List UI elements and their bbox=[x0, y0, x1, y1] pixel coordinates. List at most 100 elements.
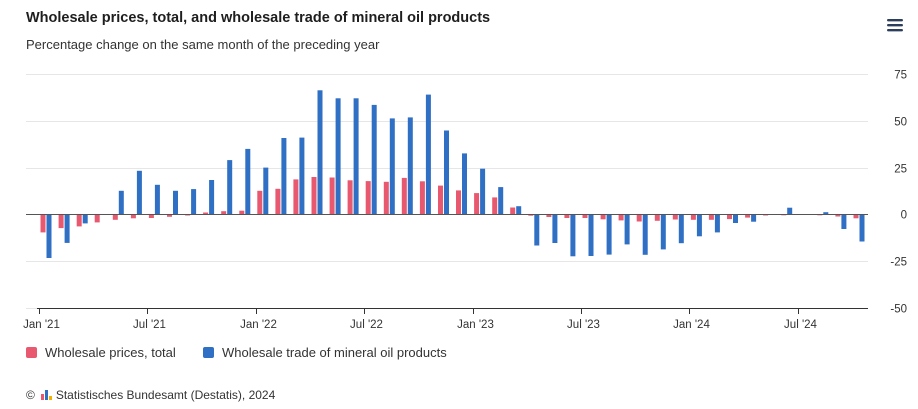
bar-wholesale-prices-total[interactable] bbox=[618, 214, 624, 221]
bar-mineral-oil-products[interactable] bbox=[751, 214, 757, 222]
bar-mineral-oil-products[interactable] bbox=[82, 214, 88, 224]
legend-swatch-oil bbox=[203, 347, 214, 358]
source-text: Statistisches Bundesamt (Destatis), 2024 bbox=[55, 388, 276, 402]
bar-wholesale-prices-total[interactable] bbox=[94, 214, 100, 223]
bar-mineral-oil-products[interactable] bbox=[444, 130, 449, 215]
bar-mineral-oil-products[interactable] bbox=[570, 214, 576, 257]
hamburger-menu-button[interactable] bbox=[884, 14, 906, 36]
bar-wholesale-prices-total[interactable] bbox=[40, 214, 46, 233]
bar-wholesale-prices-total[interactable] bbox=[564, 214, 570, 218]
bar-mineral-oil-products[interactable] bbox=[588, 214, 594, 256]
bar-wholesale-prices-total[interactable] bbox=[347, 180, 353, 215]
bar-wholesale-prices-total[interactable] bbox=[835, 214, 841, 217]
bar-wholesale-prices-total[interactable] bbox=[492, 197, 498, 215]
bar-mineral-oil-products[interactable] bbox=[136, 170, 142, 215]
bar-wholesale-prices-total[interactable] bbox=[203, 212, 209, 215]
bar-mineral-oil-products[interactable] bbox=[64, 214, 70, 243]
bar-mineral-oil-products[interactable] bbox=[371, 104, 377, 215]
bar-wholesale-prices-total[interactable] bbox=[582, 214, 588, 218]
bar-wholesale-prices-total[interactable] bbox=[76, 214, 82, 227]
bar-mineral-oil-products[interactable] bbox=[733, 214, 738, 223]
bar-wholesale-prices-total[interactable] bbox=[221, 211, 227, 215]
bar-mineral-oil-products[interactable] bbox=[534, 214, 540, 246]
bar-mineral-oil-products[interactable] bbox=[154, 184, 160, 215]
bar-wholesale-prices-total[interactable] bbox=[672, 214, 678, 220]
bar-mineral-oil-products[interactable] bbox=[46, 214, 52, 258]
x-tick-label: Jul '21 bbox=[133, 319, 166, 331]
bar-mineral-oil-products[interactable] bbox=[714, 214, 720, 233]
bar-wholesale-prices-total[interactable] bbox=[383, 181, 389, 215]
bar-wholesale-prices-total[interactable] bbox=[654, 214, 660, 221]
bar-mineral-oil-products[interactable] bbox=[227, 160, 233, 215]
bar-mineral-oil-products[interactable] bbox=[191, 189, 197, 215]
bar-mineral-oil-products[interactable] bbox=[552, 214, 558, 243]
bar-wholesale-prices-total[interactable] bbox=[745, 214, 751, 218]
bar-mineral-oil-products[interactable] bbox=[660, 214, 666, 250]
bar-wholesale-prices-total[interactable] bbox=[546, 214, 552, 217]
bar-wholesale-prices-total[interactable] bbox=[853, 214, 859, 219]
bar-mineral-oil-products[interactable] bbox=[462, 153, 467, 215]
bar-wholesale-prices-total[interactable] bbox=[528, 214, 534, 216]
bar-mineral-oil-products[interactable] bbox=[696, 214, 702, 237]
bar-wholesale-prices-total[interactable] bbox=[130, 214, 136, 219]
bar-mineral-oil-products[interactable] bbox=[606, 214, 612, 255]
bar-wholesale-prices-total[interactable] bbox=[456, 190, 461, 215]
bar-wholesale-prices-total[interactable] bbox=[600, 214, 606, 220]
bar-wholesale-prices-total[interactable] bbox=[58, 214, 64, 229]
bar-mineral-oil-products[interactable] bbox=[173, 190, 178, 215]
bar-mineral-oil-products[interactable] bbox=[407, 117, 413, 215]
legend-label-total: Wholesale prices, total bbox=[45, 345, 176, 360]
bar-wholesale-prices-total[interactable] bbox=[690, 214, 696, 220]
bar-mineral-oil-products[interactable] bbox=[317, 90, 323, 215]
y-tick-label: -50 bbox=[890, 304, 907, 316]
bar-wholesale-prices-total[interactable] bbox=[112, 214, 118, 220]
legend-item-mineral-oil-products[interactable]: Wholesale trade of mineral oil products bbox=[203, 345, 447, 360]
y-tick-label: 75 bbox=[894, 70, 907, 82]
bar-mineral-oil-products[interactable] bbox=[642, 214, 648, 255]
bar-mineral-oil-products[interactable] bbox=[823, 212, 829, 215]
chart-subtitle: Percentage change on the same month of t… bbox=[26, 37, 380, 52]
bar-wholesale-prices-total[interactable] bbox=[401, 177, 407, 215]
bar-wholesale-prices-total[interactable] bbox=[239, 210, 245, 215]
bar-mineral-oil-products[interactable] bbox=[859, 214, 865, 242]
bar-wholesale-prices-total[interactable] bbox=[329, 177, 335, 215]
bar-mineral-oil-products[interactable] bbox=[480, 168, 486, 215]
bar-wholesale-prices-total[interactable] bbox=[438, 185, 443, 215]
bar-wholesale-prices-total[interactable] bbox=[293, 179, 299, 215]
copyright-symbol: © bbox=[26, 388, 35, 402]
bar-wholesale-prices-total[interactable] bbox=[365, 181, 371, 215]
bar-wholesale-prices-total[interactable] bbox=[275, 188, 281, 215]
bar-wholesale-prices-total[interactable] bbox=[311, 177, 317, 215]
x-tick-label: Jan '23 bbox=[457, 319, 494, 331]
bar-mineral-oil-products[interactable] bbox=[624, 214, 630, 245]
bar-mineral-oil-products[interactable] bbox=[787, 207, 793, 215]
bar-mineral-oil-products[interactable] bbox=[425, 94, 431, 215]
bars bbox=[40, 90, 865, 258]
bar-wholesale-prices-total[interactable] bbox=[510, 207, 516, 215]
bar-mineral-oil-products[interactable] bbox=[353, 98, 359, 215]
bar-wholesale-prices-total[interactable] bbox=[167, 214, 172, 217]
bar-wholesale-prices-total[interactable] bbox=[257, 190, 263, 215]
bar-mineral-oil-products[interactable] bbox=[118, 190, 124, 215]
bar-wholesale-prices-total[interactable] bbox=[474, 193, 480, 215]
bar-wholesale-prices-total[interactable] bbox=[636, 214, 642, 222]
legend-item-wholesale-prices-total[interactable]: Wholesale prices, total bbox=[26, 345, 176, 360]
bar-wholesale-prices-total[interactable] bbox=[419, 181, 425, 215]
bar-mineral-oil-products[interactable] bbox=[209, 180, 215, 215]
bar-wholesale-prices-total[interactable] bbox=[727, 214, 732, 220]
bar-mineral-oil-products[interactable] bbox=[498, 187, 504, 215]
bar-mineral-oil-products[interactable] bbox=[263, 167, 269, 215]
bar-mineral-oil-products[interactable] bbox=[389, 118, 395, 215]
bar-mineral-oil-products[interactable] bbox=[335, 98, 341, 215]
legend-label-oil: Wholesale trade of mineral oil products bbox=[222, 345, 447, 360]
bar-wholesale-prices-total[interactable] bbox=[708, 214, 714, 220]
destatis-logo-icon bbox=[40, 390, 52, 400]
bar-mineral-oil-products[interactable] bbox=[281, 138, 287, 215]
bar-mineral-oil-products[interactable] bbox=[841, 214, 847, 229]
bar-mineral-oil-products[interactable] bbox=[299, 137, 305, 215]
bar-mineral-oil-products[interactable] bbox=[516, 206, 522, 215]
x-tick-label: Jul '23 bbox=[567, 319, 600, 331]
bar-mineral-oil-products[interactable] bbox=[245, 148, 251, 215]
bar-mineral-oil-products[interactable] bbox=[678, 214, 684, 244]
bar-wholesale-prices-total[interactable] bbox=[148, 214, 154, 218]
